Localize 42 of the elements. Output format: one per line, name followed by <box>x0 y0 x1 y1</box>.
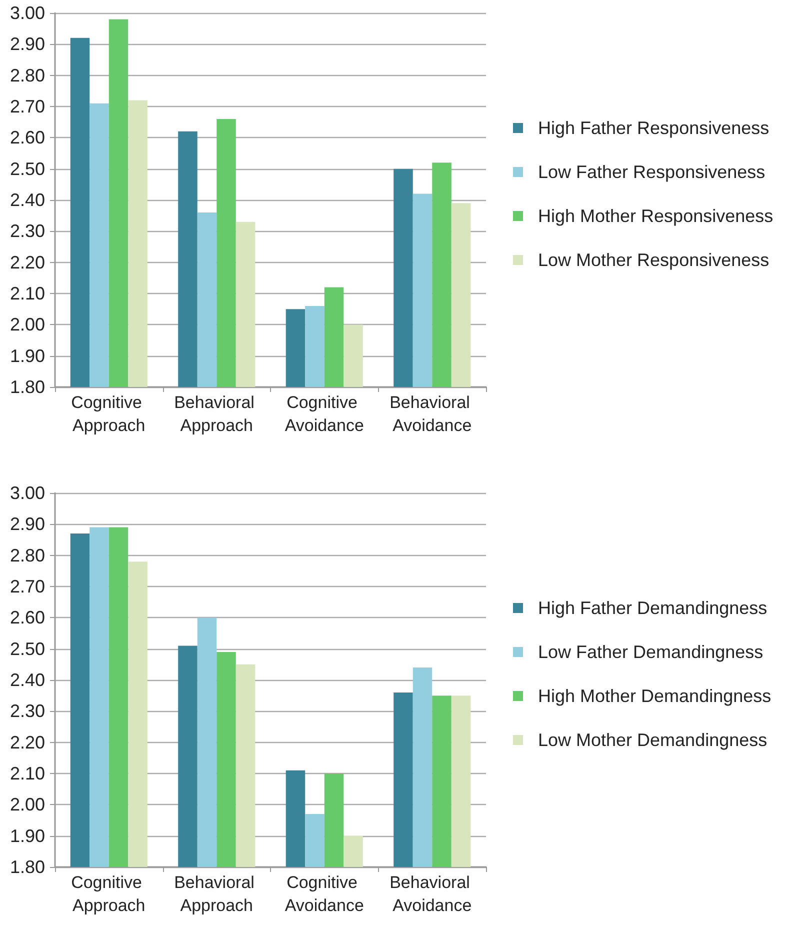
y-tick-label: 1.80 <box>10 857 45 877</box>
y-tick-label: 2.60 <box>10 608 45 628</box>
y-tick-label: 3.00 <box>10 3 45 23</box>
y-tick-label: 2.10 <box>10 764 45 784</box>
legend-label: High Mother Demandingness <box>538 686 772 706</box>
y-tick-label: 2.10 <box>10 284 45 304</box>
y-tick-label: 2.30 <box>10 701 45 722</box>
y-tick-label: 2.90 <box>10 34 45 54</box>
y-tick-label: 2.50 <box>10 158 45 179</box>
legend-label: High Father Demandingness <box>538 598 768 618</box>
y-tick-label: 1.90 <box>10 346 45 366</box>
y-tick-label: 2.40 <box>10 670 45 690</box>
y-tick-label: 2.30 <box>10 221 45 242</box>
y-tick-label: 2.70 <box>10 96 45 116</box>
y-tick-label: 3.00 <box>10 483 45 503</box>
y-tick-label: 2.80 <box>10 65 45 86</box>
legend-label: High Father Responsiveness <box>538 118 770 138</box>
x-tick-label: Cognitive Avoidance <box>284 393 364 435</box>
y-tick-label: 2.20 <box>10 252 45 272</box>
legend-label: Low Mother Responsiveness <box>538 250 770 270</box>
y-tick-label: 2.60 <box>10 128 45 148</box>
y-tick-label: 2.50 <box>10 638 45 659</box>
legend-label: Low Father Responsiveness <box>538 162 766 182</box>
y-tick-label: 1.80 <box>10 377 45 397</box>
y-tick-label: 2.80 <box>10 545 45 566</box>
x-tick-label: Behavioral Approach <box>174 393 260 435</box>
y-tick-label: 2.00 <box>10 794 45 815</box>
x-tick-label: Cognitive Avoidance <box>284 873 364 915</box>
y-tick-label: 2.20 <box>10 732 45 752</box>
x-tick-label: Behavioral Avoidance <box>390 393 475 435</box>
y-tick-label: 2.00 <box>10 314 45 335</box>
x-tick-label: Cognitive Approach <box>71 393 147 435</box>
x-tick-label: Cognitive Approach <box>71 873 147 915</box>
legend-label: Low Father Demandingness <box>538 642 764 662</box>
y-tick-label: 2.70 <box>10 576 45 596</box>
x-tick-label: Behavioral Avoidance <box>390 873 475 915</box>
legend-label: Low Mother Demandingness <box>538 730 768 750</box>
x-tick-label: Behavioral Approach <box>174 873 260 915</box>
y-tick-label: 2.90 <box>10 514 45 534</box>
y-tick-label: 2.40 <box>10 190 45 210</box>
y-tick-label: 1.90 <box>10 826 45 846</box>
legend-label: High Mother Responsiveness <box>538 206 774 226</box>
